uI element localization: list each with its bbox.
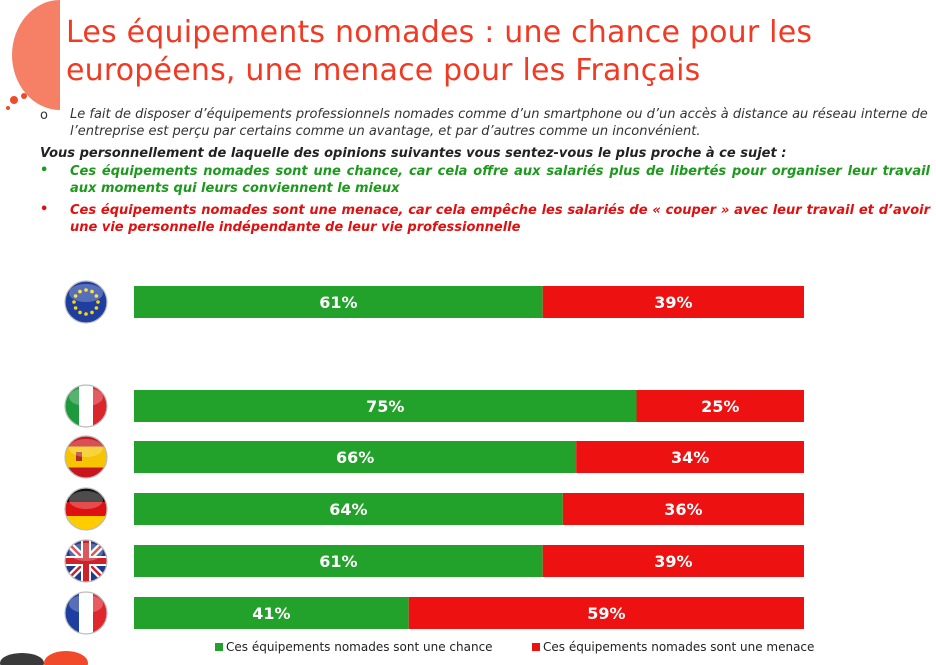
bar-segment-menace xyxy=(542,286,804,318)
bullet-dot-chance: • xyxy=(40,163,49,178)
legend-item-menace: Ces équipements nomades sont une menace xyxy=(532,640,814,654)
bar-value-label: 36% xyxy=(664,500,702,519)
bullet-dot-menace: • xyxy=(40,202,49,217)
legend-label-menace: Ces équipements nomades sont une menace xyxy=(543,640,815,654)
france-flag-icon xyxy=(64,591,108,635)
corner-decoration xyxy=(6,0,60,110)
bar-value-label: 61% xyxy=(319,552,357,571)
bullet-circle: o xyxy=(40,108,48,123)
bar-value-label: 75% xyxy=(366,397,404,416)
bar-value-label: 39% xyxy=(654,552,692,571)
flags-group xyxy=(64,280,108,635)
italy-flag-icon xyxy=(64,384,108,428)
legend-swatch-chance xyxy=(215,643,223,651)
legend-swatch-menace xyxy=(532,643,540,651)
intro-text: Le fait de disposer d’équipements profes… xyxy=(70,107,928,139)
bar-segment-menace xyxy=(576,441,804,473)
bar-value-label: 34% xyxy=(671,448,709,467)
uk-flag-icon xyxy=(64,539,108,583)
legend-label-chance: Ces équipements nomades sont une chance xyxy=(226,640,493,654)
bar-segment-chance xyxy=(134,597,409,629)
bar-value-label: 39% xyxy=(654,293,692,312)
germany-flag-icon xyxy=(64,487,108,531)
bar-segment-chance xyxy=(134,286,543,318)
bar-segment-chance xyxy=(134,493,563,525)
bar-segment-menace xyxy=(636,390,804,422)
question-text: Vous personnellement de laquelle des opi… xyxy=(40,146,787,161)
option-menace-text: Ces équipements nomades sont une menace,… xyxy=(70,203,930,235)
bar-value-label: 66% xyxy=(336,448,374,467)
spain-flag-icon xyxy=(64,435,108,479)
bar-segment-menace xyxy=(408,597,804,629)
bar-value-label: 25% xyxy=(701,397,739,416)
bar-value-label: 64% xyxy=(329,500,367,519)
bar-segment-chance xyxy=(134,390,637,422)
bar-segment-menace xyxy=(562,493,804,525)
bars-group: 61% 39% 75% 25% 66% 34% 64% 36% 61% 39% 41% 59% xyxy=(134,286,804,629)
bar-value-label: 61% xyxy=(319,293,357,312)
page-title: Les équipements nomades : une chance pou… xyxy=(66,15,813,88)
bar-segment-chance xyxy=(134,441,577,473)
eu-flag-icon xyxy=(64,280,108,324)
bar-value-label: 41% xyxy=(252,604,290,623)
bar-segment-menace xyxy=(542,545,804,577)
legend-item-chance: Ces équipements nomades sont une chance xyxy=(215,640,493,654)
option-chance-text: Ces équipements nomades sont une chance,… xyxy=(70,164,930,196)
bar-segment-chance xyxy=(134,545,543,577)
bar-value-label: 59% xyxy=(587,604,625,623)
